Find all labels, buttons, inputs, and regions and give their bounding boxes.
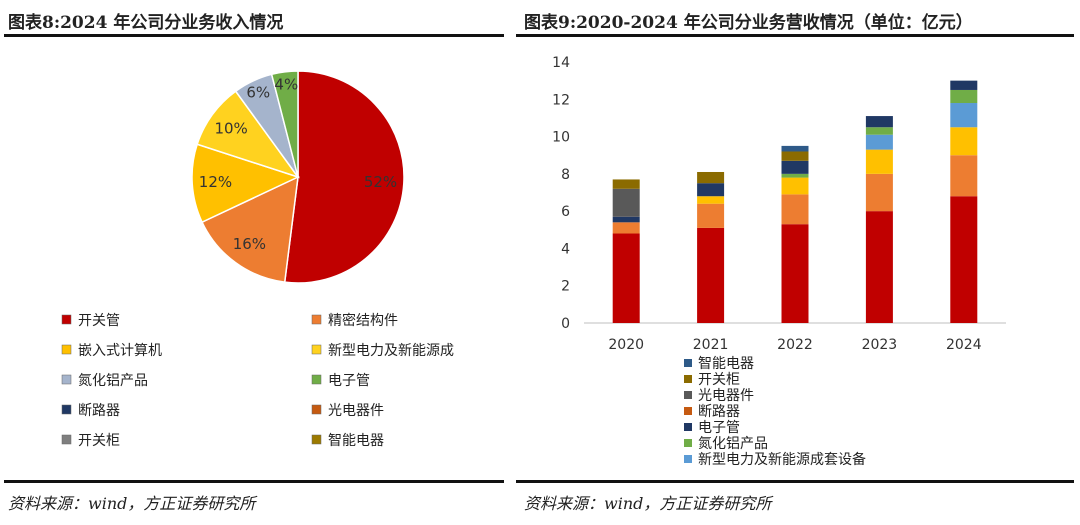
- bar-2021-5: [697, 183, 725, 197]
- pie-legend-swatch-2: [61, 344, 72, 355]
- x-tick-label-2: 2022: [777, 337, 813, 353]
- pie-legend-label-5: 电子管: [328, 373, 370, 389]
- bar-2023-3: [865, 134, 893, 150]
- bar-legend-swatch-5: [684, 439, 692, 447]
- pie-legend-label-3: 新型电力及新能源成: [328, 343, 454, 359]
- bar-2021-1: [697, 203, 725, 228]
- bar-2024-2: [950, 127, 978, 156]
- bar-2024-0: [950, 196, 978, 323]
- bar-2021-7: [697, 171, 725, 184]
- pie-slice-label-3: 10%: [214, 119, 247, 137]
- left-title-rule: [4, 34, 504, 37]
- pie-slice-label-4: 6%: [246, 84, 270, 102]
- bar-2020-0: [612, 233, 640, 323]
- pie-legend-swatch-5: [311, 374, 322, 385]
- pie-legend-swatch-4: [61, 374, 72, 385]
- bar-2023-0: [865, 211, 893, 323]
- pie-slice-label-2: 12%: [199, 173, 232, 191]
- bar-2022-1: [781, 194, 809, 225]
- pie-slice-5: [270, 70, 299, 178]
- x-tick-label-1: 2021: [693, 337, 729, 353]
- pie-legend-label-0: 开关管: [78, 313, 120, 329]
- bar-2023-5: [865, 116, 893, 128]
- pie-legend-swatch-7: [311, 404, 322, 415]
- bar-legend-swatch-6: [684, 455, 692, 463]
- bar-2022-4: [781, 173, 809, 178]
- bar-legend-swatch-4: [684, 423, 692, 431]
- right-panel: 图表9:2020-2024 年公司分业务营收情况（单位：亿元） 0 2 4 6 8 10 1…: [516, 0, 1080, 525]
- bar-legend-label-4: 电子管: [698, 420, 740, 436]
- pie-slice-label-5: 4%: [274, 75, 298, 93]
- pie-legend-swatch-0: [61, 314, 72, 325]
- bar-2021-0: [697, 227, 725, 323]
- pie-legend-label-6: 断路器: [78, 403, 120, 419]
- bar-legend-label-5: 氮化铝产品: [698, 436, 768, 452]
- pie-legend-label-2: 嵌入式计算机: [78, 343, 162, 359]
- pie-slice-2: [191, 143, 301, 224]
- bar-2024-1: [950, 155, 978, 197]
- pie-legend-label-1: 精密结构件: [328, 312, 398, 329]
- pie-slice-0: [283, 70, 405, 284]
- x-tick-label-0: 2020: [608, 337, 644, 353]
- bar-legend-swatch-2: [684, 391, 692, 399]
- right-source-note: 资料来源：wind，方正证券研究所: [524, 494, 772, 513]
- bar-2020-6: [612, 188, 640, 217]
- pie-slice-label-1: 16%: [233, 235, 266, 253]
- pie-legend-label-8: 开关柜: [78, 433, 120, 449]
- bar-2022-2: [781, 177, 809, 195]
- pie-legend-swatch-9: [311, 434, 322, 445]
- x-tick-label-3: 2023: [862, 337, 898, 353]
- right-title-rule: [516, 34, 1074, 37]
- bar-legend-label-0: 智能电器: [698, 356, 754, 372]
- left-source-note: 资料来源：wind，方正证券研究所: [8, 494, 256, 513]
- bar-legend-swatch-3: [684, 407, 692, 415]
- bar-2024-3: [950, 103, 978, 128]
- x-tick-label-4: 2024: [946, 337, 982, 353]
- y-tick-label-4: 8: [561, 167, 570, 183]
- y-tick-label-3: 6: [561, 204, 570, 220]
- y-tick-label-7: 14: [552, 55, 570, 71]
- bar-2024-4: [950, 89, 978, 104]
- pie-legend-label-4: 氮化铝产品: [78, 373, 148, 389]
- stacked-bar-chart: 0 2 4 6 8 10 12 14 2020 2021 2022 2023 2024 智能电器开关柜光电…: [552, 55, 1006, 468]
- bar-2020-7: [612, 179, 640, 189]
- pie-legend-swatch-1: [311, 314, 322, 325]
- bar-2021-2: [697, 196, 725, 204]
- pie-legend-swatch-8: [61, 434, 72, 445]
- pie-legend-label-7: 光电器件: [328, 403, 384, 419]
- bar-2020-5: [612, 216, 640, 223]
- bar-2023-1: [865, 173, 893, 212]
- bar-legend-label-1: 开关柜: [698, 372, 740, 388]
- pie-slice-1: [201, 175, 299, 284]
- y-tick-label-0: 0: [561, 316, 570, 332]
- right-source-rule: [516, 480, 1074, 483]
- y-tick-label-1: 2: [561, 279, 570, 295]
- bar-legend-swatch-0: [684, 359, 692, 367]
- bar-2024-5: [950, 80, 978, 90]
- y-tick-label-2: 4: [561, 241, 570, 257]
- pie-slice-label-0: 52%: [364, 173, 397, 191]
- bar-legend-swatch-1: [684, 375, 692, 383]
- bar-2020-1: [612, 222, 640, 234]
- pie-legend-label-9: 智能电器: [328, 433, 384, 449]
- bar-2022-0: [781, 224, 809, 323]
- bar-legend-label-6: 新型电力及新能源成套设备: [698, 451, 866, 468]
- bar-2022-7: [781, 151, 809, 161]
- pie-legend-swatch-6: [61, 404, 72, 415]
- bar-2022-5: [781, 160, 809, 174]
- pie-legend-swatch-3: [311, 344, 322, 355]
- bar-legend-label-2: 光电器件: [698, 388, 754, 404]
- bar-2023-4: [865, 127, 893, 135]
- right-chart-title: 图表9:2020-2024 年公司分业务营收情况（单位：亿元）: [524, 13, 973, 33]
- left-panel: 图表8:2024 年公司分业务收入情况 52% 16% 12% 10% 6% 4% 开关管 精…: [0, 0, 512, 525]
- y-tick-label-5: 10: [552, 130, 570, 146]
- left-source-rule: [4, 480, 504, 483]
- bar-2023-2: [865, 149, 893, 174]
- bar-legend-label-3: 断路器: [698, 404, 740, 420]
- y-tick-label-6: 12: [552, 92, 570, 108]
- left-chart-title: 图表8:2024 年公司分业务收入情况: [8, 13, 284, 33]
- bar-2022-8: [781, 145, 809, 152]
